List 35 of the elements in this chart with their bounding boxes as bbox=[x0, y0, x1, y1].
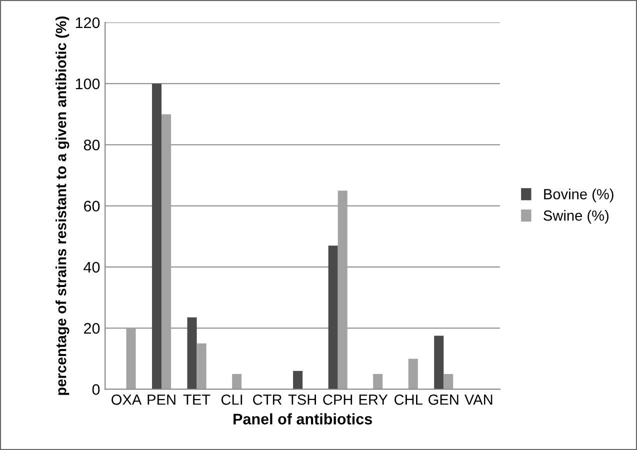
y-tick-label: 40 bbox=[84, 262, 100, 273]
bar bbox=[328, 246, 338, 390]
bar bbox=[232, 374, 242, 390]
bar bbox=[434, 336, 444, 390]
bar bbox=[338, 190, 348, 390]
x-axis-title: Panel of antibiotics bbox=[234, 413, 372, 424]
x-tick-label: OXA bbox=[112, 394, 142, 405]
x-tick-label: CTR bbox=[253, 394, 282, 405]
y-tick-label: 60 bbox=[84, 200, 100, 212]
x-tick-label: PEN bbox=[148, 394, 176, 405]
y-axis-title: percentage of strains resistant to a given antibiotic (%) bbox=[56, 16, 70, 395]
y-tick-label: 120 bbox=[76, 17, 100, 28]
bar bbox=[126, 328, 136, 390]
x-tick-label: CLI bbox=[221, 394, 242, 405]
x-tick-label: CPH bbox=[323, 394, 352, 405]
y-tick-label: 100 bbox=[76, 78, 100, 90]
x-tick-label: GEN bbox=[428, 394, 458, 405]
bar bbox=[293, 370, 303, 390]
y-tick-label: 0 bbox=[92, 384, 100, 395]
x-tick-label: CHL bbox=[394, 394, 422, 405]
x-tick-label: VAN bbox=[464, 394, 492, 405]
bar bbox=[444, 374, 454, 390]
y-tick-label: 80 bbox=[84, 140, 100, 150]
legend-label: Swine (%) bbox=[544, 210, 608, 224]
bar bbox=[187, 317, 197, 390]
bar bbox=[152, 84, 162, 390]
legend-label: Bovine (%) bbox=[544, 188, 614, 202]
bar bbox=[196, 343, 206, 390]
x-tick-label: TSH bbox=[288, 394, 316, 405]
bar bbox=[373, 374, 383, 390]
bar bbox=[408, 358, 418, 390]
x-tick-label: ERY bbox=[359, 394, 388, 405]
bar bbox=[162, 114, 172, 390]
y-tick-label: 20 bbox=[84, 322, 100, 334]
x-tick-label: TET bbox=[183, 394, 210, 405]
